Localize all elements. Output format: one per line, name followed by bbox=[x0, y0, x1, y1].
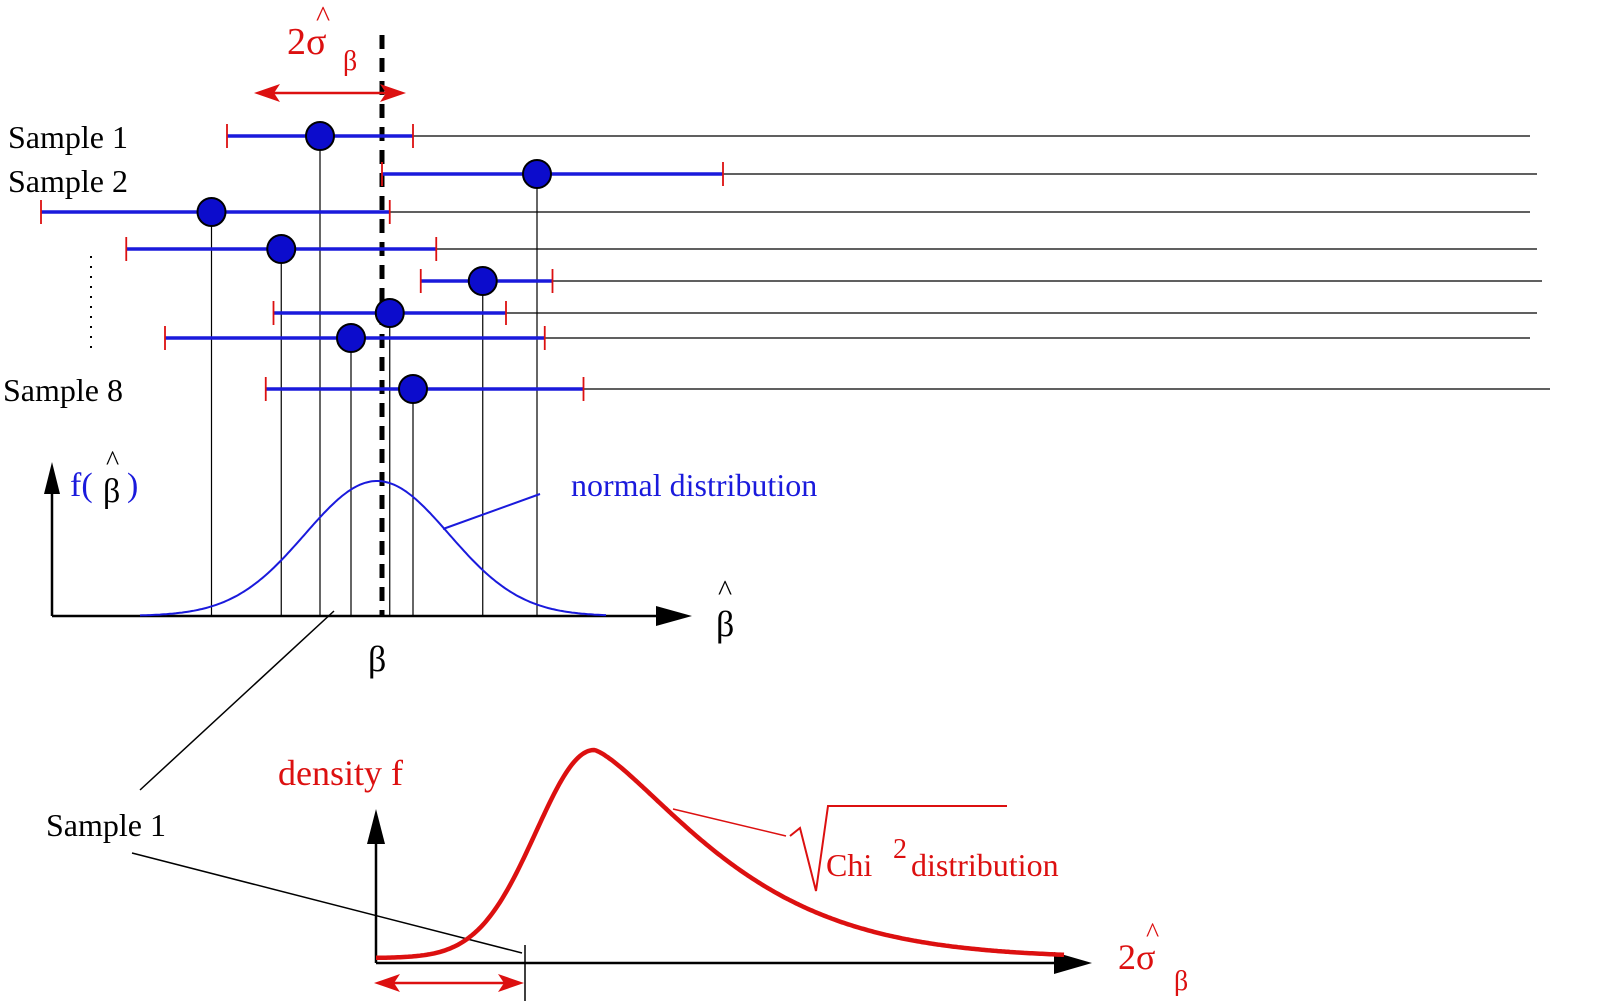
f-prefix-label: f( bbox=[70, 467, 93, 504]
chi-distribution-pointer bbox=[672, 808, 787, 837]
sample-1-connector-lower bbox=[131, 852, 523, 954]
estimate-dot bbox=[336, 323, 366, 353]
estimate-dot bbox=[266, 234, 297, 264]
confidence-intervals bbox=[40, 121, 724, 404]
chi-distribution-curve bbox=[376, 747, 1065, 961]
normal-axes bbox=[44, 462, 692, 626]
sigma-axis-subscript: β bbox=[1174, 966, 1188, 997]
top-width-arrow bbox=[254, 84, 406, 102]
f-beta-hat: ^ bbox=[106, 446, 119, 477]
lower-width-arrow bbox=[374, 974, 524, 992]
true-beta-label: β bbox=[368, 639, 386, 679]
chi-label: Chi bbox=[826, 847, 872, 883]
sigma-axis-hat: ^ bbox=[1146, 918, 1159, 949]
estimate-dot bbox=[522, 159, 552, 189]
sample-1-lower-label: Sample 1 bbox=[46, 807, 166, 843]
normal-distribution-pointer bbox=[442, 493, 541, 530]
f-suffix-label: ) bbox=[127, 467, 138, 504]
sample-1-label: Sample 1 bbox=[8, 119, 128, 155]
sqrt-sign bbox=[789, 805, 1007, 892]
normal-distribution-curve bbox=[139, 480, 606, 617]
estimate-drop-lines bbox=[210, 136, 538, 616]
sample-row-lines bbox=[389, 135, 1550, 390]
top-width-label: 2σ bbox=[287, 21, 326, 63]
top-width-subscript: β bbox=[343, 46, 357, 77]
sigma-axis-label: 2σ bbox=[1118, 937, 1155, 977]
sample-2-label: Sample 2 bbox=[8, 163, 128, 199]
normal-distribution-label: normal distribution bbox=[571, 467, 817, 503]
estimate-dot bbox=[196, 197, 227, 227]
f-beta-label: β bbox=[103, 473, 120, 510]
estimate-dot bbox=[374, 298, 405, 328]
axis-beta-hat-symbol: ^ bbox=[718, 574, 732, 607]
sample-1-connector-upper bbox=[139, 610, 335, 791]
estimate-dot bbox=[398, 374, 428, 404]
sample-8-label: Sample 8 bbox=[3, 372, 123, 408]
estimate-dot bbox=[305, 121, 335, 151]
top-width-hat: ^ bbox=[316, 0, 330, 33]
chi-exponent: 2 bbox=[893, 834, 907, 865]
estimate-dot bbox=[467, 266, 498, 296]
axis-beta-hat-label: β bbox=[716, 604, 734, 644]
density-f-label: density f bbox=[278, 753, 403, 793]
density-axes bbox=[367, 809, 1092, 974]
distribution-label: distribution bbox=[911, 847, 1059, 883]
